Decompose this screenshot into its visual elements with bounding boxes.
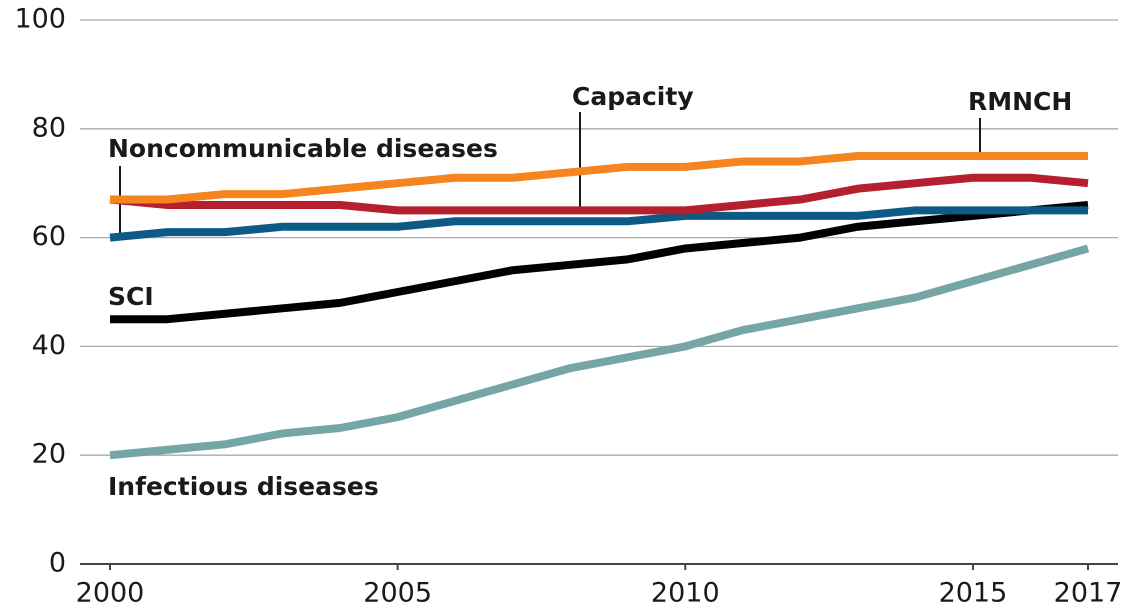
series-label: Noncommunicable diseases [108, 134, 498, 163]
series-line [109, 206, 1088, 242]
series-label: RMNCH [968, 87, 1072, 116]
y-tick-label: 100 [14, 4, 66, 35]
y-tick-label: 0 [49, 548, 66, 579]
x-tick-label: 2000 [76, 578, 145, 609]
x-tick-label: 2010 [651, 578, 720, 609]
x-tick-label: 2017 [1054, 578, 1123, 609]
y-tick-label: 60 [32, 221, 66, 252]
series-line [110, 200, 1089, 324]
y-tick-label: 40 [32, 330, 66, 361]
series-line [109, 244, 1090, 460]
series-line [109, 173, 1089, 215]
x-tick-label: 2005 [363, 578, 432, 609]
x-tick-label: 2015 [939, 578, 1008, 609]
series-label: SCI [108, 282, 154, 311]
series-line [110, 152, 1088, 204]
series-label: Infectious diseases [108, 472, 379, 501]
y-tick-label: 80 [32, 112, 66, 143]
series-label: Capacity [572, 82, 694, 111]
y-tick-label: 20 [32, 439, 66, 470]
